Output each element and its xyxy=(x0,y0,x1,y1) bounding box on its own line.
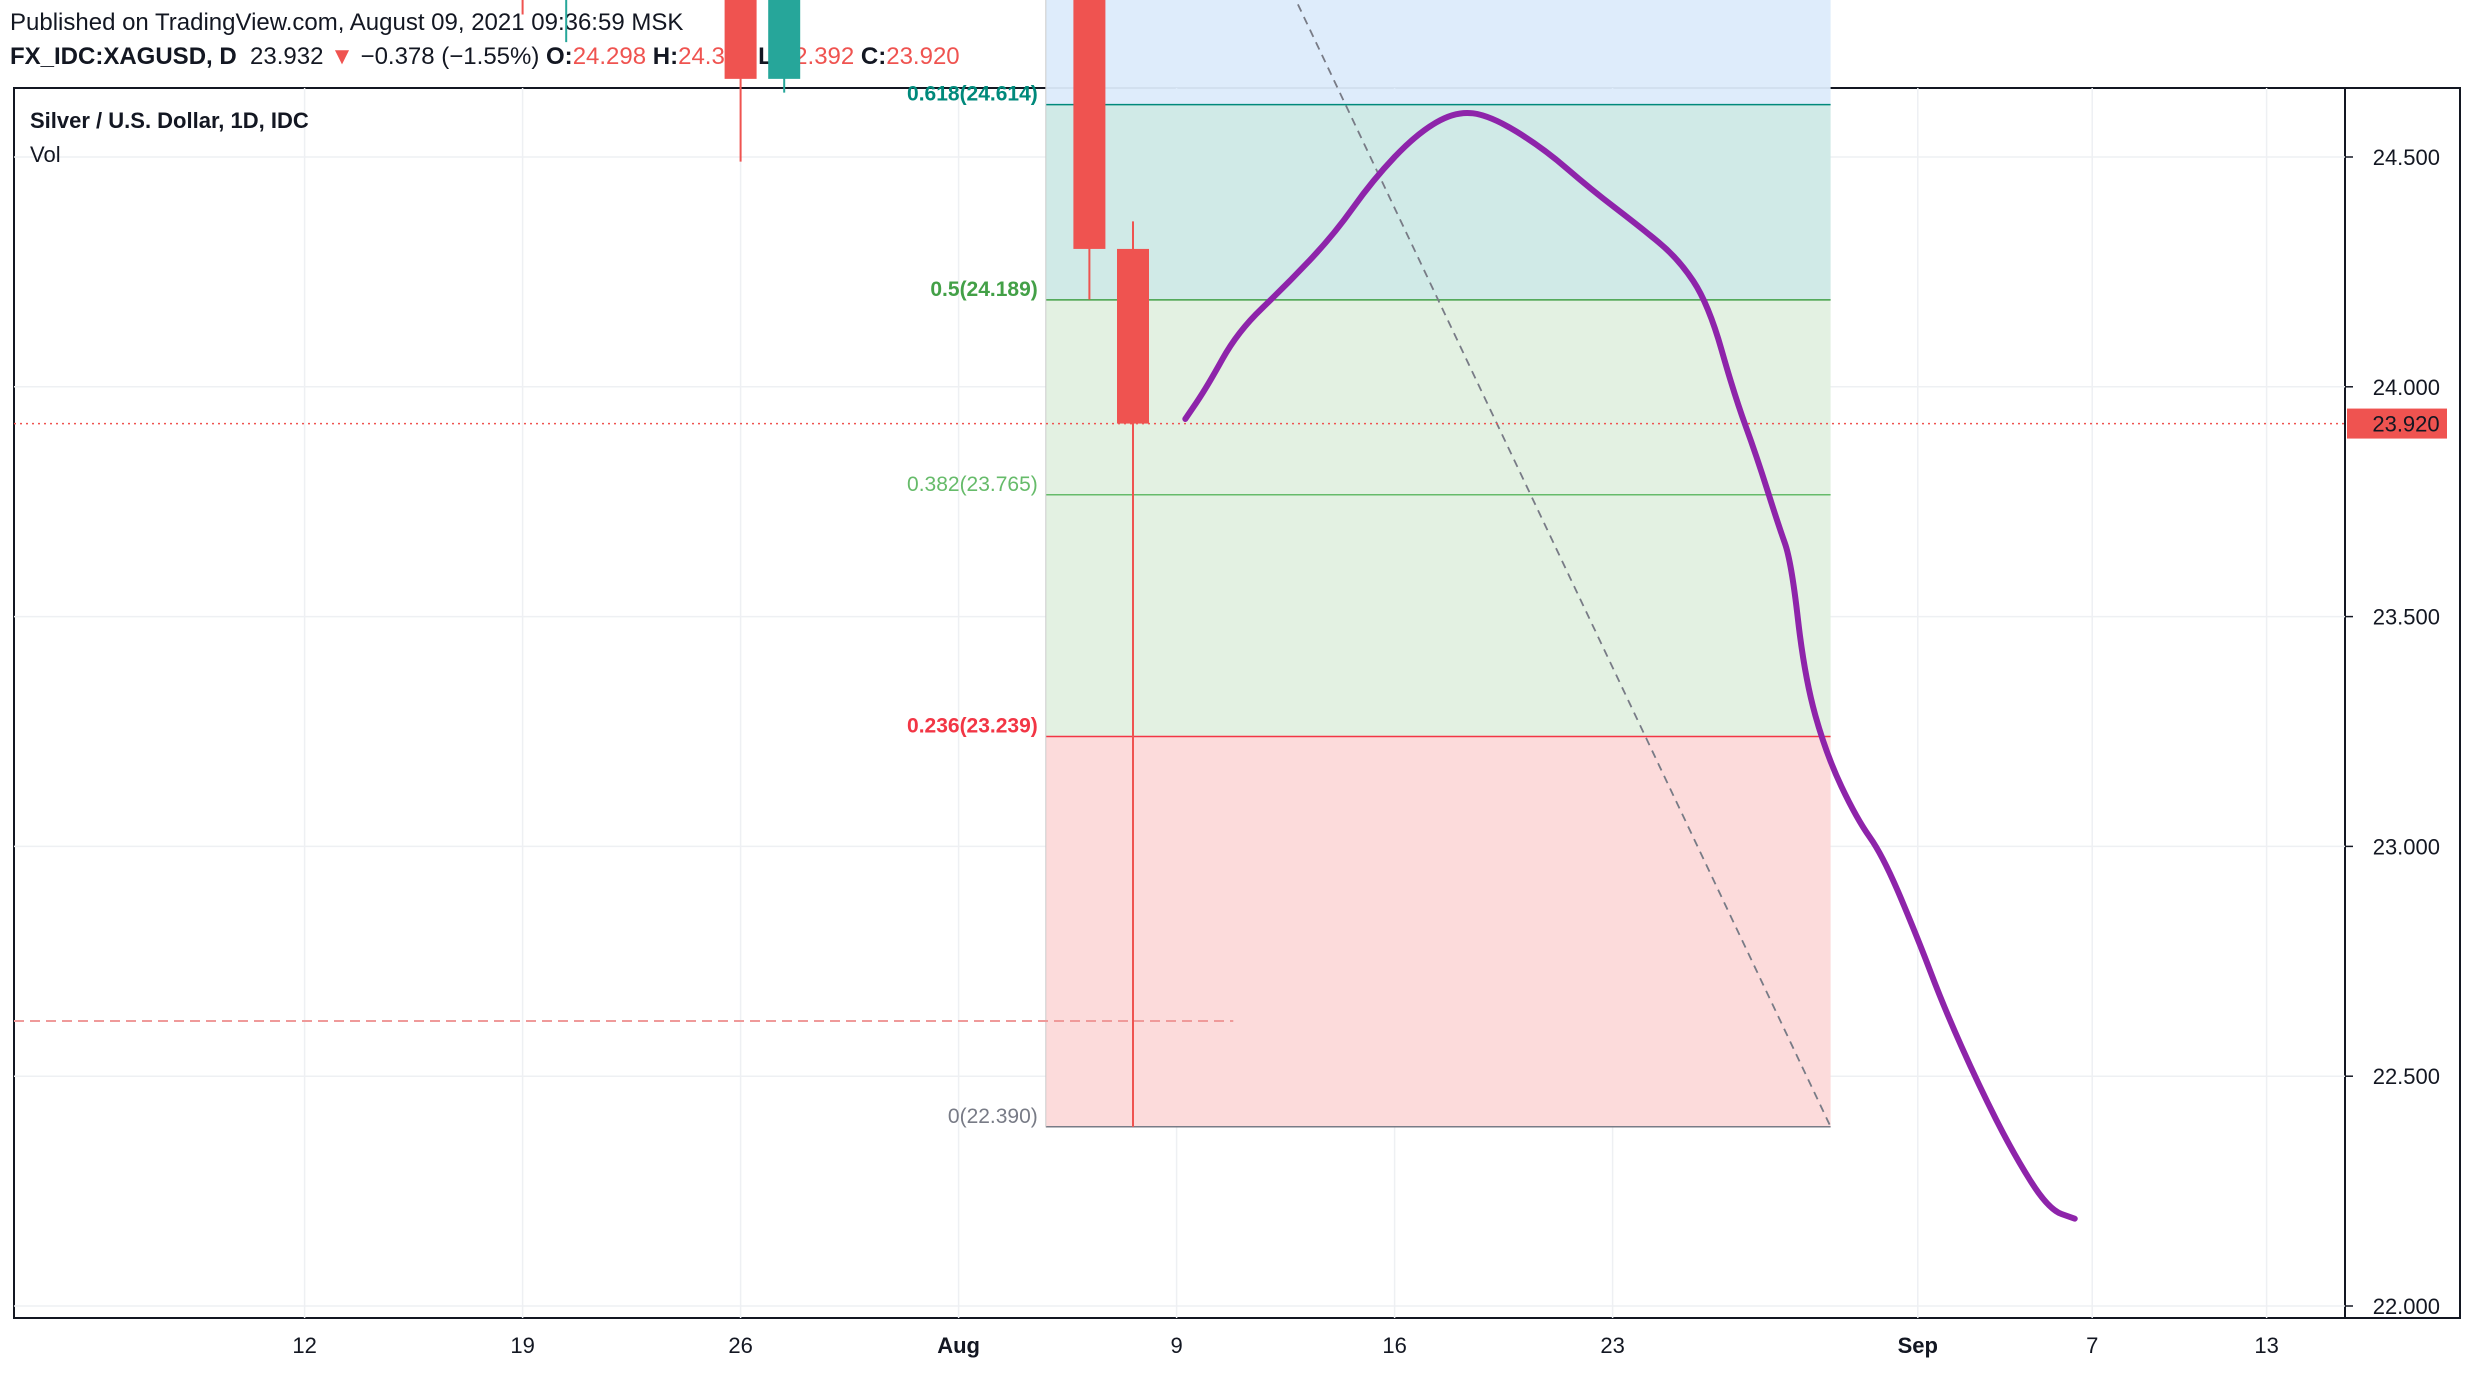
x-tick-label: 9 xyxy=(1170,1333,1182,1358)
price-tag-bg xyxy=(2347,408,2447,439)
fib-zone xyxy=(1045,104,1831,300)
x-tick-label: 16 xyxy=(1382,1333,1406,1358)
close-value: 23.920 xyxy=(886,43,960,70)
forecast-line xyxy=(1182,109,2078,1222)
x-tick-label: 26 xyxy=(728,1333,752,1358)
close-label: C: xyxy=(860,43,887,70)
x-tick-label: Sep xyxy=(1898,1333,1938,1358)
y-tick-label: 24.500 xyxy=(2373,145,2440,170)
high-label: H: xyxy=(652,43,679,70)
fib-level-label: 0(22.390) xyxy=(948,1105,1038,1128)
y-tick-label: 23.000 xyxy=(2373,834,2440,859)
legend-title: Silver / U.S. Dollar, 1D, IDC xyxy=(30,108,309,133)
candle-body xyxy=(724,0,757,79)
fibonacci-retracement[interactable]: 1(25.988)0.786(25.218)0.618(24.614)0.5(2… xyxy=(14,0,2345,1128)
fib-zone xyxy=(1045,736,1831,1127)
change-value: −0.378 (−1.55%) xyxy=(360,43,540,70)
open-value: 24.298 xyxy=(572,43,647,70)
candles xyxy=(521,0,1149,1127)
candle-body xyxy=(1073,0,1106,249)
x-tick-label: Aug xyxy=(937,1333,980,1358)
x-tick-label: 19 xyxy=(510,1333,534,1358)
price-tag-label: 23.920 xyxy=(2372,412,2439,437)
fib-zone xyxy=(1045,299,1831,737)
published-line: Published on TradingView.com, August 09,… xyxy=(10,9,684,36)
y-tick-label: 24.000 xyxy=(2373,375,2440,400)
y-tick-label: 23.500 xyxy=(2373,605,2440,630)
ohlc-line: FX_IDC:XAGUSD, D 23.932 ▼ −0.378 (−1.55%… xyxy=(10,40,960,74)
fib-level-label: 0.618(24.614) xyxy=(907,83,1038,106)
last-price: 23.932 xyxy=(250,43,324,70)
open-label: O: xyxy=(546,43,573,70)
y-tick-label: 22.000 xyxy=(2373,1294,2440,1319)
candle-body xyxy=(1117,248,1149,424)
fib-level-label: 0.382(23.765) xyxy=(907,473,1038,496)
chart-header: Published on TradingView.com, August 09,… xyxy=(10,6,960,74)
axes: 22.00022.50023.00023.50024.00024.50025.0… xyxy=(292,145,2447,1358)
fib-level-label: 0.236(23.239) xyxy=(907,715,1038,738)
x-tick-label: 12 xyxy=(292,1333,316,1358)
forecast-curve xyxy=(1182,109,2078,1222)
down-arrow-icon: ▼ xyxy=(330,43,354,70)
candle-body xyxy=(768,0,801,79)
fib-level-label: 0.5(24.189) xyxy=(930,278,1037,301)
x-tick-label: 7 xyxy=(2086,1333,2098,1358)
legend-vol: Vol xyxy=(30,142,61,167)
fib-zone xyxy=(1045,0,1831,105)
x-tick-label: 23 xyxy=(1600,1333,1624,1358)
fib-trend-line xyxy=(1294,0,1832,1128)
x-tick-label: 13 xyxy=(2254,1333,2278,1358)
symbol-label: FX_IDC:XAGUSD, D xyxy=(10,43,237,70)
y-tick-label: 22.500 xyxy=(2373,1064,2440,1089)
